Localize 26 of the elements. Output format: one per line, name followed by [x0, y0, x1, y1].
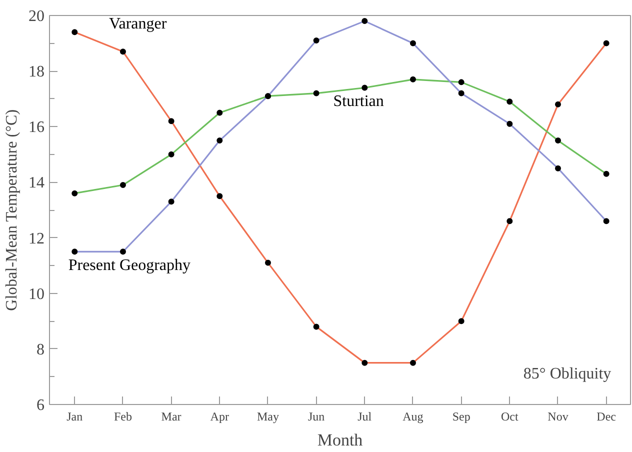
x-tick-label: Aug	[402, 410, 424, 424]
y-axis-title: Global-Mean Temperature (°C)	[4, 109, 20, 311]
y-tick-label: 14	[28, 174, 44, 192]
x-tick-label: Oct	[500, 410, 519, 424]
y-tick-label: 6	[36, 397, 44, 414]
y-tick-label: 10	[28, 286, 44, 303]
y-tick-label: 18	[28, 64, 44, 81]
x-tick-label: Sep	[452, 410, 470, 424]
x-tick-label: Jun	[308, 410, 325, 424]
series-label: Sturtian	[333, 93, 384, 110]
x-tick-label: May	[256, 410, 279, 424]
x-tick-label: Nov	[548, 410, 568, 424]
x-tick-label: Jan	[66, 410, 83, 424]
x-tick-label: Feb	[114, 410, 132, 424]
y-tick-label: 12	[28, 230, 44, 248]
x-tick-label: Dec	[596, 410, 616, 424]
series-label: Present Geography	[68, 257, 191, 274]
series-label: Varanger	[108, 15, 168, 32]
y-tick-label: 8	[36, 341, 44, 358]
y-tick-label: 16	[28, 119, 44, 136]
y-tick-label: 20	[28, 8, 44, 25]
x-tick-label: Mar	[161, 410, 182, 424]
x-axis-title: Month	[317, 430, 364, 450]
annotation: 85° Obliquity	[523, 365, 612, 382]
x-tick-label: Jul	[358, 410, 372, 424]
x-tick-label: Apr	[210, 410, 229, 424]
